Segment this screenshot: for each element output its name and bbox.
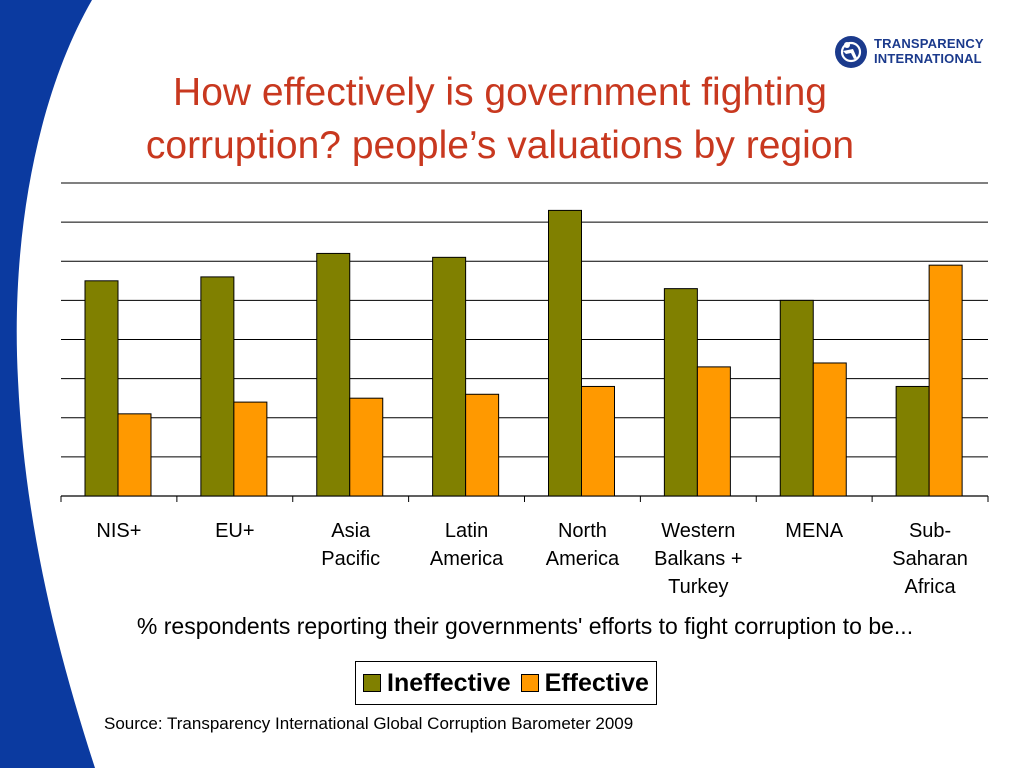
x-tick-label: EU+ (215, 520, 254, 542)
bar-ineffective (779, 299, 814, 497)
x-tick-label: Sub- Saharan Africa (892, 520, 968, 598)
x-tick-label: Western Balkans + Turkey (654, 520, 742, 598)
x-tick-label-line: Balkans + (654, 548, 742, 570)
legend-item-effective: Effective (520, 668, 649, 698)
bar-ineffective (663, 288, 698, 497)
logo-text-line-1: TRANSPARENCY (874, 36, 984, 51)
x-tick-label: Asia Pacific (321, 520, 380, 570)
bar-ineffective (548, 209, 582, 497)
x-tick-label-line: Pacific (321, 548, 380, 570)
bar-ineffective (84, 280, 119, 497)
legend-swatch-ineffective (363, 674, 381, 692)
bar-effective (696, 366, 731, 497)
bar-effective (349, 397, 384, 497)
bar-ineffective (432, 256, 467, 497)
x-tick-label-line: Africa (905, 576, 957, 598)
x-tick-label-line: MENA (785, 520, 843, 542)
bar-effective (465, 393, 500, 497)
chart-subtitle: % respondents reporting their government… (136, 613, 914, 639)
legend-label-ineffective: Ineffective (387, 668, 511, 697)
bar-ineffective (895, 385, 930, 497)
x-tick-label-line: NIS+ (96, 520, 141, 542)
bar-effective (117, 413, 152, 497)
x-tick-label-line: America (546, 548, 620, 570)
source-note: Source: Transparency International Globa… (104, 714, 634, 733)
bar-effective (233, 401, 268, 497)
legend-item-ineffective: Ineffective (363, 669, 511, 698)
bar-chart: NIS+ EU+ Asia Pacific Latin America North Ameri… (60, 182, 989, 598)
page-title: How effectively is government fighting c… (60, 66, 940, 172)
x-tick-label-line: North (558, 520, 607, 542)
title-line-2: corruption? people’s valuations by regio… (145, 124, 855, 167)
legend-swatch-effective (520, 674, 539, 692)
x-tick-label-line: Latin (445, 520, 488, 542)
x-tick-label: NIS+ (96, 520, 141, 542)
bar-ineffective (316, 252, 351, 497)
chart-legend: Ineffective Effective (355, 661, 657, 705)
blue-swoosh-shape (0, 0, 95, 768)
transparency-international-logo: TRANSPARENCY INTERNATIONAL (833, 34, 1003, 70)
x-tick-label-line: EU+ (215, 520, 254, 542)
x-tick-label-line: Turkey (668, 576, 728, 598)
x-tick-label: Latin America (430, 520, 504, 570)
title-line-1: How effectively is government fighting (173, 71, 827, 114)
x-tick-label-line: Sub- (909, 520, 951, 542)
x-tick-label-line: Western (661, 520, 735, 542)
x-tick-label-line: Saharan (892, 548, 968, 570)
x-tick-label-line: Asia (331, 520, 371, 542)
legend-label-effective: Effective (544, 668, 649, 697)
bar-effective (581, 385, 615, 497)
ti-globe-icon (835, 36, 867, 68)
x-tick-label: MENA (785, 520, 843, 542)
logo-text-line-2: INTERNATIONAL (874, 51, 982, 66)
x-tick-label: North America (546, 520, 620, 570)
x-tick-label-line: America (430, 548, 504, 570)
bar-effective (812, 362, 847, 497)
bar-ineffective (200, 276, 235, 497)
bar-effective (928, 264, 963, 497)
